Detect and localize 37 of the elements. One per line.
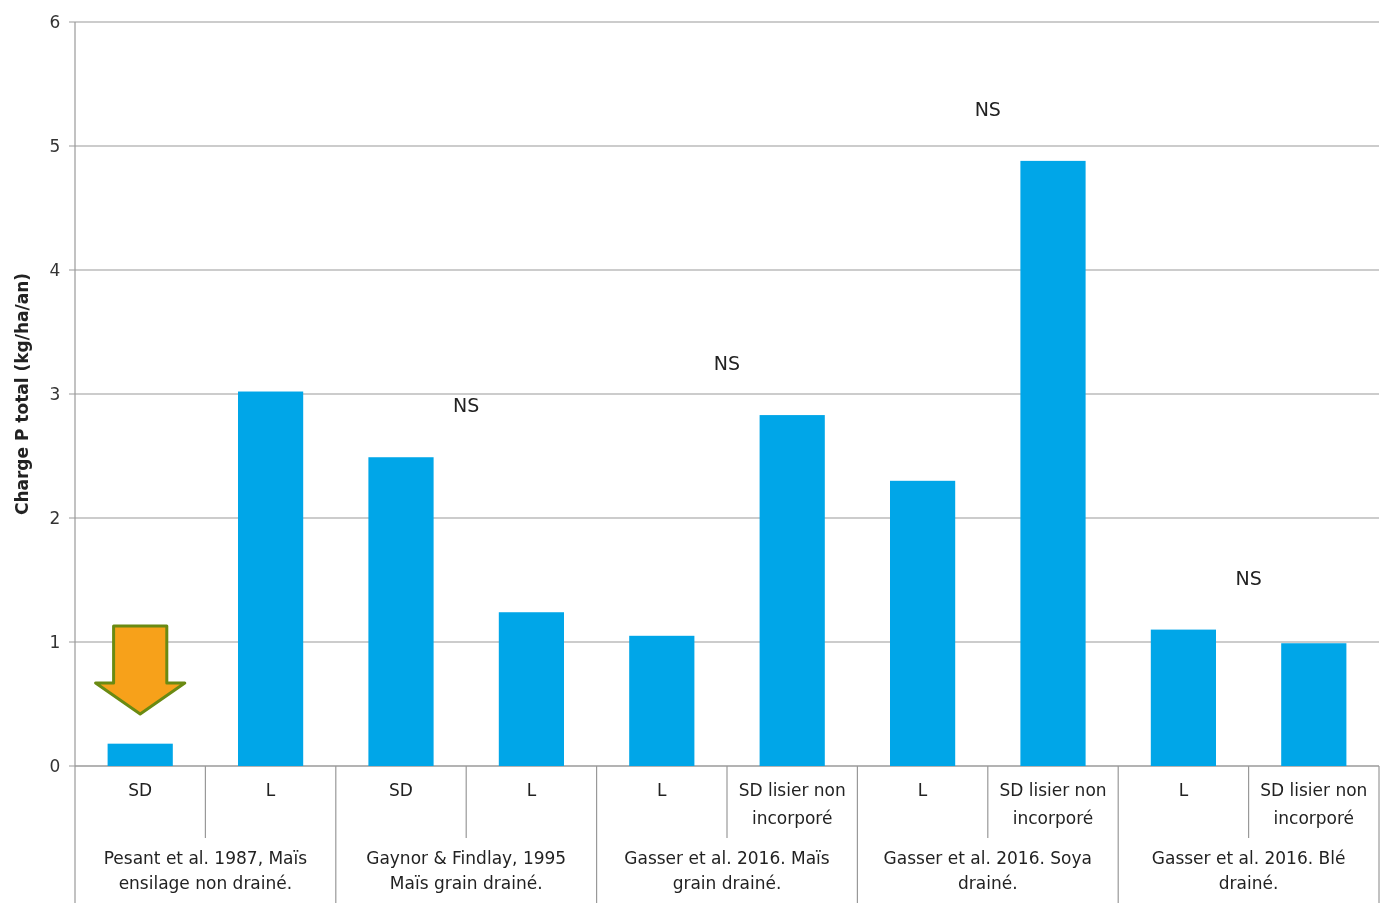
- annotation: NS: [1235, 566, 1262, 589]
- x-tick-label: SD: [389, 780, 413, 800]
- y-tick-label: 3: [49, 383, 61, 404]
- x-tick-label: L: [917, 780, 928, 800]
- y-tick-label: 1: [49, 631, 61, 652]
- x-tick-label: SD lisier non incorporé: [1260, 780, 1368, 828]
- y-axis-title: Charge P total (kg/ha/an): [12, 272, 32, 516]
- x-tick-label: SD lisier non incorporé: [999, 780, 1107, 828]
- y-tick-label: 2: [49, 507, 61, 528]
- y-tick-label: 6: [49, 11, 61, 32]
- x-tick-label: SD: [128, 780, 153, 800]
- bar: [1281, 643, 1347, 766]
- bar: [629, 635, 695, 766]
- y-tick-label: 0: [49, 755, 61, 776]
- text: Gaynor & Findlay, 1995 Maïs grain drainé.: [366, 848, 567, 893]
- bar: [890, 480, 956, 766]
- bar: [759, 415, 825, 766]
- bar: [498, 612, 564, 766]
- bar: [368, 457, 434, 766]
- y-tick-label: 5: [49, 135, 61, 156]
- bar: [107, 743, 173, 766]
- text: Gasser et al. 2016. Blé drainé.: [1151, 848, 1346, 893]
- annotation: NS: [974, 97, 1001, 120]
- bar: [238, 391, 304, 766]
- bar: [1020, 160, 1086, 766]
- text: Gasser et al. 2016. Soya drainé.: [883, 848, 1092, 893]
- annotation: NS: [713, 352, 741, 375]
- x-tick-label: SD lisier non incorporé: [738, 780, 846, 828]
- bar: [1150, 629, 1216, 766]
- text: Pesant et al. 1987, Maïs ensilage non drainé.: [103, 848, 308, 893]
- x-tick-label: L: [657, 780, 668, 800]
- text: Gasser et al. 2016. Maïs grain drainé.: [624, 848, 830, 893]
- x-tick-label: L: [526, 780, 537, 800]
- x-tick-label: L: [1178, 780, 1189, 800]
- annotation: NS: [453, 394, 480, 417]
- x-tick-label: L: [265, 780, 276, 800]
- y-tick-label: 4: [49, 259, 61, 280]
